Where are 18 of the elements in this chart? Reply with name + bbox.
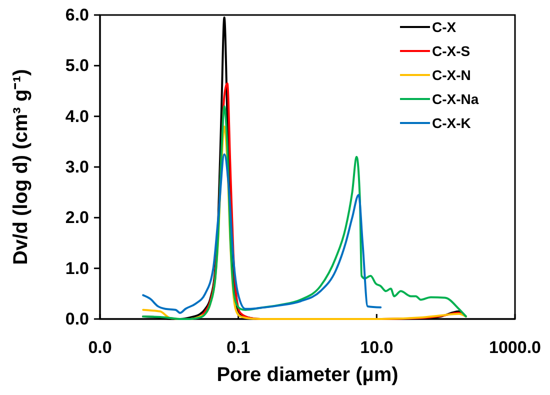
x-tick-label: 0.1 bbox=[226, 338, 250, 358]
y-axis-title: Dv/d (log d) (cm³ g⁻¹) bbox=[10, 69, 32, 265]
x-axis-title: Pore diameter (µm) bbox=[216, 364, 398, 386]
y-tick-label: 2.0 bbox=[65, 208, 89, 228]
y-tick-label: 1.0 bbox=[65, 258, 89, 278]
legend-label: C-X-N bbox=[432, 66, 471, 83]
x-tick-label: 0.0 bbox=[88, 338, 112, 358]
legend-label: C-X bbox=[432, 18, 457, 35]
legend-label: C-X-K bbox=[432, 114, 471, 131]
y-tick-label: 0.0 bbox=[65, 309, 89, 328]
y-tick-label: 6.0 bbox=[65, 5, 89, 24]
y-tick-label: 3.0 bbox=[65, 157, 89, 176]
x-tick-label: 10.0 bbox=[360, 338, 394, 358]
legend-label: C-X-S bbox=[432, 42, 470, 59]
legend-label: C-X-Na bbox=[432, 90, 479, 107]
x-tick-label: 1000.0 bbox=[489, 338, 541, 358]
y-tick-label: 4.0 bbox=[65, 106, 89, 126]
y-tick-label: 5.0 bbox=[65, 56, 89, 76]
